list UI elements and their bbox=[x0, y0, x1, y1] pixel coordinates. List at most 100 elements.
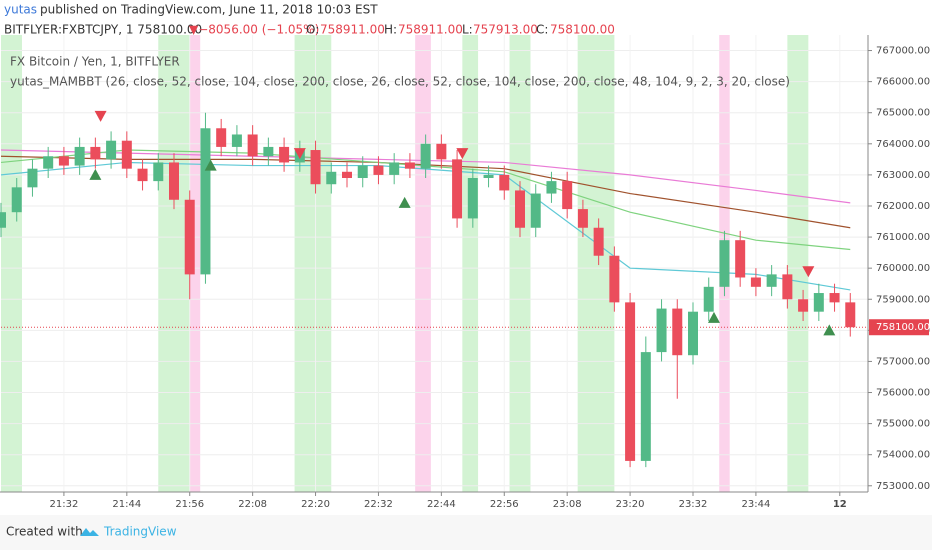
author[interactable]: yutas bbox=[4, 3, 37, 17]
signal-down bbox=[456, 148, 469, 160]
candle-body bbox=[247, 134, 258, 157]
x-tick-label: 23:20 bbox=[616, 499, 645, 510]
y-tick-label: 760000.00 bbox=[876, 263, 930, 274]
candle-body bbox=[436, 143, 447, 160]
candle-body bbox=[121, 140, 132, 169]
signal-down bbox=[94, 110, 107, 122]
candles bbox=[0, 112, 856, 468]
candle-body bbox=[798, 299, 809, 312]
y-tick-label: 757000.00 bbox=[876, 356, 930, 367]
candle-body bbox=[672, 308, 683, 356]
candle-body bbox=[357, 165, 368, 179]
x-tick-label: 12 bbox=[833, 499, 847, 510]
x-tick-label: 21:32 bbox=[49, 499, 78, 510]
candle-body bbox=[499, 174, 510, 191]
candle-body bbox=[169, 162, 179, 200]
candle-body bbox=[43, 156, 54, 169]
x-tick-label: 22:44 bbox=[427, 499, 456, 510]
candle-body bbox=[467, 178, 478, 219]
candle-body bbox=[137, 168, 148, 182]
h-value: 758911.00 bbox=[398, 23, 463, 37]
candle-body bbox=[231, 134, 242, 147]
candle-body bbox=[577, 209, 588, 228]
candle-body bbox=[310, 150, 321, 185]
candle-body bbox=[452, 159, 463, 219]
candle-body bbox=[562, 181, 573, 210]
candle-body bbox=[90, 146, 101, 160]
candle-body bbox=[625, 302, 636, 461]
candle-body bbox=[263, 146, 274, 157]
signal-up bbox=[204, 159, 217, 171]
highlight-bands bbox=[1, 35, 809, 492]
candle-body bbox=[688, 311, 698, 356]
candle-body bbox=[342, 171, 352, 179]
candle-body bbox=[640, 352, 651, 461]
x-tick-label: 21:44 bbox=[112, 499, 141, 510]
x-tick-label: 22:56 bbox=[490, 499, 519, 510]
symbol: BITFLYER:FXBTCJPY, 1 758100.00 bbox=[4, 23, 202, 37]
candle-body bbox=[766, 274, 777, 287]
legend-symbol: FX Bitcoin / Yen, 1, BITFLYER bbox=[10, 55, 180, 69]
ma-line bbox=[0, 161, 851, 291]
candle-body bbox=[750, 277, 761, 287]
signals bbox=[89, 110, 836, 336]
axes: 753000.00 754000.00 755000.00 756000.00 7570… bbox=[49, 46, 930, 510]
y-tick-label: 761000.00 bbox=[876, 232, 930, 243]
candle-body bbox=[184, 199, 195, 275]
x-tick-label: 22:32 bbox=[364, 499, 393, 510]
candle-body bbox=[106, 140, 117, 160]
footer-created: Created with bbox=[6, 525, 83, 539]
candle-body bbox=[593, 227, 604, 256]
candle-body bbox=[373, 165, 384, 175]
highlight-band bbox=[189, 35, 201, 492]
x-tick-label: 22:08 bbox=[238, 499, 267, 510]
candle-body bbox=[216, 128, 227, 147]
candle-body bbox=[200, 128, 211, 275]
y-tick-label: 755000.00 bbox=[876, 419, 930, 430]
highlight-band bbox=[158, 35, 190, 492]
legend-indicator: yutas_MAMBBT (26, close, 52, close, 104,… bbox=[10, 75, 790, 89]
signal-down bbox=[802, 266, 815, 278]
y-tick-label: 764000.00 bbox=[876, 139, 930, 150]
l-label: L: bbox=[462, 23, 473, 37]
candle-body bbox=[735, 240, 746, 278]
candle-body bbox=[153, 162, 164, 182]
o-label: O: bbox=[306, 23, 319, 37]
signal-up bbox=[823, 324, 836, 336]
candle-body bbox=[326, 171, 337, 185]
candle-body bbox=[719, 240, 730, 287]
last-price-tag bbox=[869, 319, 929, 336]
candle-body bbox=[27, 168, 38, 188]
footer-brand[interactable]: TradingView bbox=[103, 525, 177, 539]
candle-body bbox=[420, 143, 431, 169]
footer-bar bbox=[0, 515, 932, 550]
candle-body bbox=[845, 302, 856, 328]
y-tick-label: 766000.00 bbox=[876, 77, 930, 88]
highlight-band bbox=[577, 35, 615, 492]
x-tick-label: 23:08 bbox=[553, 499, 582, 510]
highlight-band bbox=[294, 35, 332, 492]
candle-body bbox=[279, 146, 290, 163]
published: published on TradingView.com, June 11, 2… bbox=[40, 3, 378, 17]
candle-body bbox=[404, 162, 415, 169]
x-tick-label: 23:44 bbox=[741, 499, 770, 510]
y-tick-label: 765000.00 bbox=[876, 108, 930, 119]
candle-body bbox=[483, 174, 494, 179]
y-tick-label: 763000.00 bbox=[876, 170, 930, 181]
y-tick-label: 754000.00 bbox=[876, 450, 930, 461]
l-value: 757913.00 bbox=[473, 23, 538, 37]
candle-body bbox=[656, 308, 667, 353]
x-tick-label: 23:32 bbox=[679, 499, 708, 510]
candle-body bbox=[782, 274, 793, 300]
y-tick-label: 767000.00 bbox=[876, 46, 930, 57]
change: ▼−8056.00 (−1.05%) bbox=[189, 23, 319, 37]
x-tick-label: 21:56 bbox=[175, 499, 204, 510]
c-label: C: bbox=[536, 23, 548, 37]
signal-down bbox=[293, 148, 306, 160]
y-tick-label: 753000.00 bbox=[876, 481, 930, 492]
c-value: 758100.00 bbox=[550, 23, 615, 37]
y-tick-label: 759000.00 bbox=[876, 294, 930, 305]
candle-body bbox=[58, 156, 69, 166]
